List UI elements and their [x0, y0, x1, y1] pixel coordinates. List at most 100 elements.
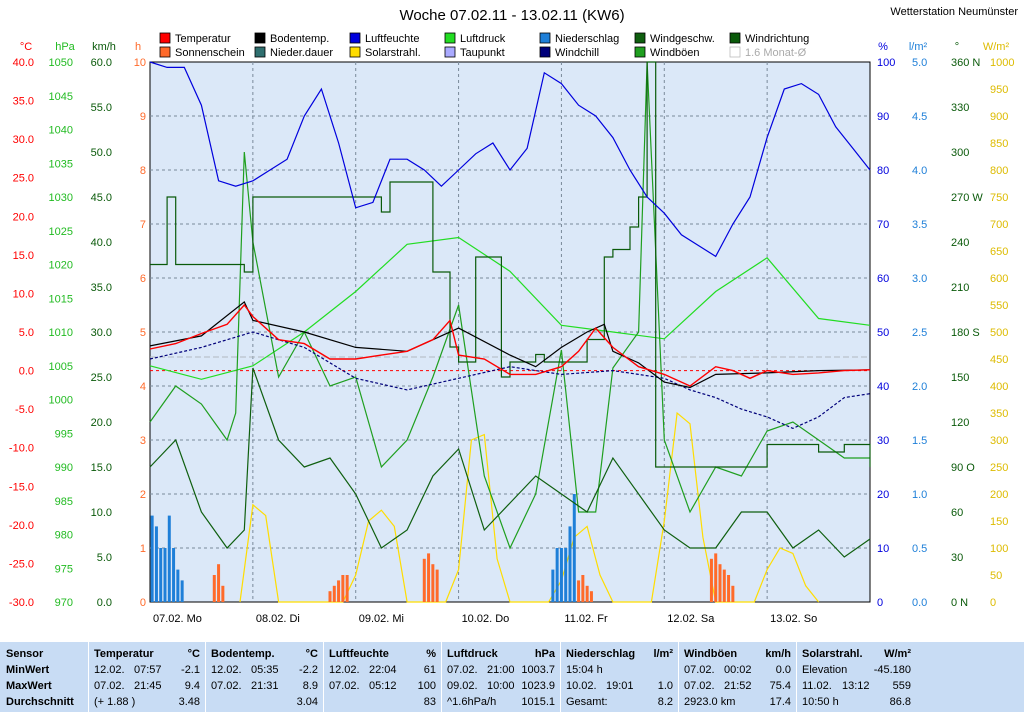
bar-sonnenschein: [581, 575, 585, 602]
stats-row-label: MaxWert: [0, 680, 88, 696]
stats-row-min: 12.02. 22:04 61: [324, 664, 442, 680]
axis-tick-wm2: 650: [990, 246, 1008, 258]
axis-tick-kmh: 25.0: [91, 372, 112, 384]
stats-row-min: 15:04 h: [561, 664, 679, 680]
axis-tick-temp: -20.0: [9, 520, 34, 532]
stats-row-min: 12.02. 05:35 -2.2: [206, 664, 324, 680]
weather-chart: 40.035.030.025.020.015.010.05.00.0-5.0-1…: [8, 7, 1015, 625]
axis-unit-h: h: [135, 41, 141, 53]
day-label: 09.02. Mi: [359, 613, 404, 625]
axis-tick-pct: 10: [877, 543, 889, 555]
stats-column-unit: %: [426, 648, 436, 660]
axis-tick-hpa: 1000: [49, 395, 73, 407]
stats-date: (+ 1.88 ): [94, 696, 136, 708]
series-temperatur: [149, 303, 871, 387]
bar-niederschlag: [172, 548, 176, 602]
axis-tick-deg: 150: [951, 372, 969, 384]
axis-tick-lm2: 0.5: [912, 543, 927, 555]
axis-tick-h: 5: [140, 327, 146, 339]
stats-row-avg: Gesamt: 8.2: [561, 696, 679, 712]
axis-tick-h: 0: [140, 597, 146, 609]
stats-row-label: MinWert: [0, 664, 88, 680]
stats-time: 22:04: [369, 664, 397, 676]
bar-sonnenschein: [435, 569, 439, 602]
bar-sonnenschein: [345, 575, 349, 602]
axis-tick-temp: 35.0: [13, 96, 34, 108]
axis-tick-kmh: 0.0: [97, 597, 112, 609]
stats-value: 559: [892, 680, 911, 692]
legend-label: Bodentemp.: [270, 33, 329, 45]
axis-tick-lm2: 1.0: [912, 489, 927, 501]
axis-tick-kmh: 45.0: [91, 192, 112, 204]
axis-tick-hpa: 1035: [49, 158, 73, 170]
day-label: 12.02. Sa: [667, 613, 715, 625]
stats-date: 11.02.: [802, 680, 832, 692]
legend-swatch: [729, 46, 741, 58]
axis-unit-deg: °: [955, 41, 959, 53]
day-label: 10.02. Do: [462, 613, 510, 625]
stats-value: 61: [423, 664, 436, 676]
stats-date: 07.02.: [684, 664, 715, 676]
bar-sonnenschein: [727, 575, 731, 602]
axis-tick-kmh: 60.0: [91, 57, 112, 69]
stats-column-name: Bodentemp.: [211, 648, 275, 660]
stats-value: 83: [423, 696, 436, 708]
series-taupunkt: [149, 331, 871, 430]
axis-tick-temp: 15.0: [13, 250, 34, 262]
axis-tick-hpa: 980: [55, 530, 73, 542]
axis-tick-hpa: 1025: [49, 226, 73, 238]
stats-date: Gesamt:: [566, 696, 608, 708]
bar-niederschlag: [180, 580, 184, 602]
stats-header-row: Temperatur °C: [89, 648, 206, 664]
axis-tick-hpa: 975: [55, 563, 73, 575]
bar-niederschlag: [154, 526, 158, 602]
axis-tick-h: 7: [140, 219, 146, 231]
stats-row-avg: 2923.0 km 17.4: [679, 696, 797, 712]
axis-tick-pct: 30: [877, 435, 889, 447]
bar-sonnenschein: [212, 575, 216, 602]
axis-tick-temp: -25.0: [9, 558, 34, 570]
axis-tick-h: 3: [140, 435, 146, 447]
legend-swatch: [159, 46, 171, 58]
axis-tick-wm2: 0: [990, 597, 996, 609]
bar-sonnenschein: [431, 564, 435, 602]
stats-label-column: Sensor MinWert MaxWert Durchschnitt: [0, 642, 88, 712]
stats-row-avg: 3.04: [206, 696, 324, 712]
axis-tick-pct: 50: [877, 327, 889, 339]
bar-sonnenschein: [221, 585, 225, 602]
stats-column-unit: °C: [187, 648, 200, 660]
stats-column-unit: °C: [305, 648, 318, 660]
axis-tick-deg: 270 W: [951, 192, 983, 204]
row-label-header: Sensor: [6, 648, 44, 660]
axis-tick-pct: 70: [877, 219, 889, 231]
legend-swatch: [634, 32, 646, 44]
stats-column-unit: hPa: [534, 648, 555, 660]
legend-label: Windchill: [555, 47, 599, 59]
stats-row-max: 11.02. 13:12 559: [797, 680, 917, 696]
axis-tick-deg: 0 N: [951, 597, 968, 609]
stats-value: 1.0: [657, 680, 673, 692]
bar-sonnenschein: [217, 564, 221, 602]
bar-sonnenschein: [577, 580, 581, 602]
stats-time: 21:52: [724, 680, 752, 692]
bar-niederschlag: [150, 515, 154, 602]
stats-column: Temperatur °C 12.02. 07:57 -2.1 07.02. 21:45 9.…: [88, 642, 206, 712]
stats-date: 10:50 h: [802, 696, 839, 708]
stats-row-min: 12.02. 07:57 -2.1: [89, 664, 206, 680]
stats-value: 0.0: [775, 664, 791, 676]
bar-niederschlag: [572, 494, 576, 602]
stats-column-unit: km/h: [765, 648, 791, 660]
axis-tick-deg: 330: [951, 102, 969, 114]
axis-tick-h: 6: [140, 273, 146, 285]
stats-date: 09.02.: [447, 680, 478, 692]
axis-tick-pct: 100: [877, 57, 895, 69]
stats-value: 1003.7: [521, 664, 555, 676]
stats-value: 8.2: [657, 696, 673, 708]
stats-time: 13:12: [842, 680, 870, 692]
legend-label: Temperatur: [175, 33, 231, 45]
axis-tick-kmh: 10.0: [91, 507, 112, 519]
stats-row-max: 07.02. 21:52 75.4: [679, 680, 797, 696]
axis-tick-temp: 0.0: [19, 366, 34, 378]
legend-swatch: [539, 46, 551, 58]
legend-swatch: [159, 32, 171, 44]
